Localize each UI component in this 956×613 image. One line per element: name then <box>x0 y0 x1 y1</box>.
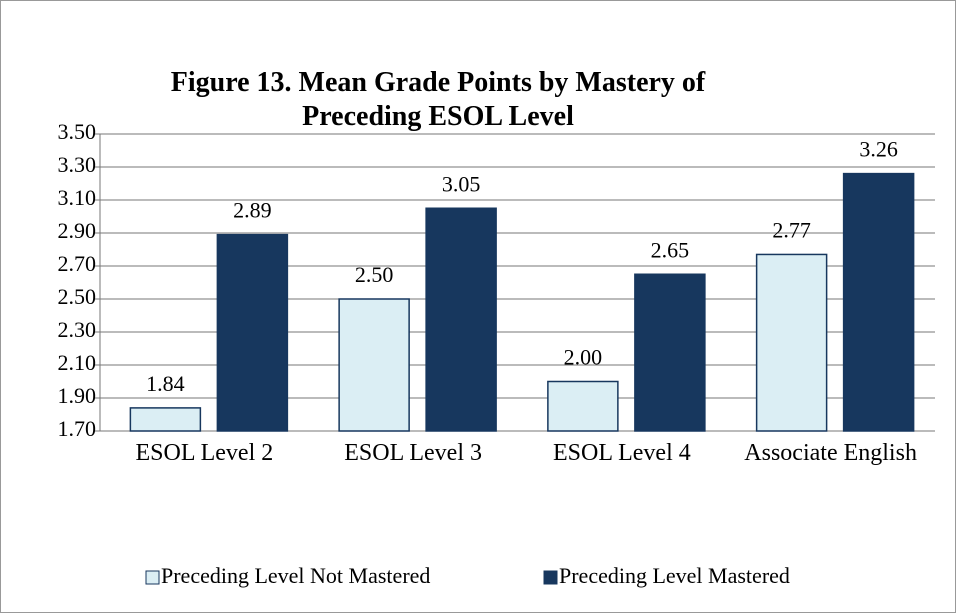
y-tick-label: 2.50 <box>58 284 97 309</box>
bar <box>425 207 497 432</box>
data-label: 3.05 <box>442 171 481 196</box>
data-label: 2.00 <box>564 345 603 370</box>
bar <box>129 407 202 432</box>
legend-label: Preceding Level Mastered <box>559 563 790 588</box>
data-label: 1.84 <box>146 371 185 396</box>
y-tick-label: 1.70 <box>58 416 97 441</box>
y-tick-label: 3.50 <box>58 119 97 144</box>
y-tick-label: 3.10 <box>58 185 97 210</box>
legend-swatch <box>543 570 558 585</box>
bar <box>634 273 706 432</box>
y-tick-label: 2.30 <box>58 317 97 342</box>
x-tick-label: ESOL Level 4 <box>553 440 691 466</box>
bar <box>547 380 619 432</box>
data-label: 2.89 <box>233 198 272 223</box>
legend-label: Preceding Level Not Mastered <box>161 563 430 588</box>
data-label: 3.26 <box>859 137 898 162</box>
y-tick-label: 2.10 <box>58 350 97 375</box>
x-tick-label: Associate English <box>744 440 917 466</box>
data-label: 2.50 <box>355 262 394 287</box>
bar <box>755 253 828 432</box>
y-tick-label: 2.90 <box>58 218 97 243</box>
y-tick-label: 2.70 <box>58 251 97 276</box>
chart-title: Figure 13. Mean Grade Points by Mastery … <box>170 67 706 132</box>
data-label: 2.65 <box>651 237 690 262</box>
bar <box>338 298 410 432</box>
data-label: 2.77 <box>772 217 811 242</box>
y-tick-label: 3.30 <box>58 152 97 177</box>
x-tick-label: ESOL Level 3 <box>344 440 482 466</box>
bar <box>842 172 915 432</box>
bar <box>216 233 289 432</box>
y-tick-label: 1.90 <box>58 383 97 408</box>
x-tick-label: ESOL Level 2 <box>135 440 274 466</box>
legend-swatch <box>145 570 160 585</box>
